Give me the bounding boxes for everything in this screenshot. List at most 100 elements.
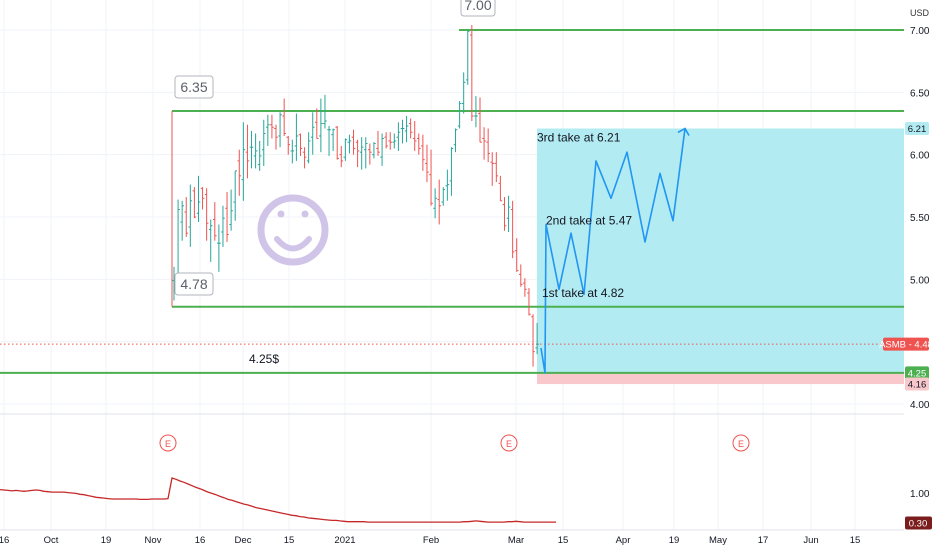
level-callout[interactable]: 7.00 <box>460 0 496 17</box>
price-badge-text: 4.16 <box>908 380 927 391</box>
ohlc-bar <box>372 142 376 159</box>
ohlc-bar <box>310 112 315 155</box>
ohlc-bar <box>213 202 217 241</box>
ohlc-bar <box>425 144 429 183</box>
ohlc-bar <box>331 128 335 151</box>
ohlc-bar <box>380 133 384 166</box>
ohlc-bar <box>510 200 515 259</box>
price-badge-support[interactable]: 4.25 <box>905 366 929 380</box>
time-tick-label: Mar <box>508 535 524 546</box>
ohlc-bar <box>327 125 331 156</box>
time-axis[interactable]: 16 Oct 19 Nov 16 Dec 15 2021 Feb Mar 15 Apr 19 May 17 J… <box>0 529 904 546</box>
time-tick-label: Dec <box>235 535 252 546</box>
ohlc-bar <box>400 119 405 144</box>
ohlc-bar <box>433 188 437 219</box>
horizontal-levels[interactable] <box>0 29 904 374</box>
ohlc-bar <box>286 135 291 155</box>
stop-zone[interactable] <box>537 372 904 385</box>
ohlc-bar <box>523 278 527 297</box>
level-callout[interactable]: 6.35 <box>174 75 214 99</box>
indicator-panel[interactable]: 1.00 0.30 <box>0 477 932 530</box>
ohlc-bar <box>506 195 511 232</box>
price-badge-stop[interactable]: 4.16 <box>905 377 929 391</box>
ohlc-bar <box>363 137 368 169</box>
ohlc-bar <box>257 140 262 171</box>
ohlc-bar <box>445 169 450 201</box>
ohlc-bar <box>180 200 184 241</box>
price-badge-text: 4.25 <box>908 368 927 379</box>
ohlc-bar <box>245 124 250 179</box>
ohlc-bar <box>396 122 401 151</box>
ohlc-bar <box>290 139 295 164</box>
ohlc-bar <box>376 130 380 156</box>
ohlc-bar <box>335 125 339 160</box>
earnings-marker-label: E <box>165 439 171 449</box>
take-profit-label: 1st take at 4.82 <box>542 286 624 300</box>
price-tick-label: 5.50 <box>910 213 930 224</box>
ohlc-bar <box>408 118 413 139</box>
ohlc-bar <box>490 152 495 186</box>
price-tick-label: 7.00 <box>910 26 930 37</box>
earnings-marker[interactable]: E <box>500 434 518 452</box>
ohlc-bar <box>298 133 303 156</box>
ohlc-bar <box>347 134 352 154</box>
projection-arrowhead <box>677 127 690 136</box>
ohlc-bar <box>208 219 213 262</box>
take-profit-label: 3rd take at 6.21 <box>537 130 621 144</box>
level-callout[interactable]: 4.78 <box>174 272 214 296</box>
price-tick-label: 5.00 <box>910 275 930 286</box>
ohlc-bar <box>355 139 360 168</box>
ohlc-bar <box>282 98 286 136</box>
ohlc-bar <box>270 114 274 139</box>
ohlc-bar <box>384 132 388 149</box>
ohlc-bar <box>531 314 535 367</box>
price-bars <box>172 25 539 367</box>
time-tick-label: Jun <box>803 535 818 546</box>
ohlc-bar <box>461 72 466 114</box>
ohlc-bar <box>494 152 499 183</box>
ohlc-bar <box>249 130 254 169</box>
ohlc-bar <box>449 147 454 196</box>
ohlc-bar <box>294 113 299 161</box>
projection-path[interactable] <box>540 127 690 374</box>
earnings-marker-label: E <box>738 439 744 449</box>
earnings-marker[interactable]: E <box>159 434 177 452</box>
time-tick-label: 16 <box>195 535 206 546</box>
ohlc-bar <box>184 197 189 237</box>
price-badge-target[interactable]: 6.21 <box>905 121 929 135</box>
callout-label: 7.00 <box>464 0 491 13</box>
ohlc-bar <box>498 175 503 202</box>
ohlc-bar <box>196 175 201 222</box>
ohlc-bar <box>514 238 519 272</box>
ohlc-bar <box>437 179 441 225</box>
ohlc-bar <box>417 133 421 155</box>
price-axis[interactable]: USD 7.006.506.005.505.004.504.006.21ASMB… <box>879 8 932 411</box>
ohlc-bar <box>421 134 425 171</box>
indicator-badge[interactable]: 0.30 <box>905 516 932 530</box>
ohlc-bar <box>339 145 344 168</box>
target-zone[interactable] <box>537 128 904 373</box>
callout-label: 4.78 <box>180 276 207 292</box>
price-badge-last[interactable]: ASMB - 4.48 <box>879 337 932 351</box>
time-tick-label: Apr <box>616 535 631 546</box>
ohlc-bar <box>233 170 237 221</box>
ohlc-bar <box>261 119 266 166</box>
projection-polyline[interactable] <box>540 128 686 374</box>
smiley-face-drawing[interactable] <box>257 194 329 266</box>
callout-label: 6.35 <box>180 79 207 95</box>
price-tick-label: 6.50 <box>910 88 930 99</box>
ohlc-bar <box>519 264 523 287</box>
ohlc-bar <box>278 112 282 148</box>
ohlc-bar <box>237 149 242 196</box>
ohlc-bar <box>241 122 246 201</box>
ohlc-bar <box>200 187 205 210</box>
time-tick-label: 15 <box>558 535 569 546</box>
earnings-marker[interactable]: E <box>732 434 750 452</box>
ohlc-bar <box>192 187 197 219</box>
earnings-marker-label: E <box>506 439 512 449</box>
ohlc-bar <box>217 224 221 272</box>
ohlc-bar <box>388 132 393 150</box>
ohlc-bar <box>470 25 474 122</box>
